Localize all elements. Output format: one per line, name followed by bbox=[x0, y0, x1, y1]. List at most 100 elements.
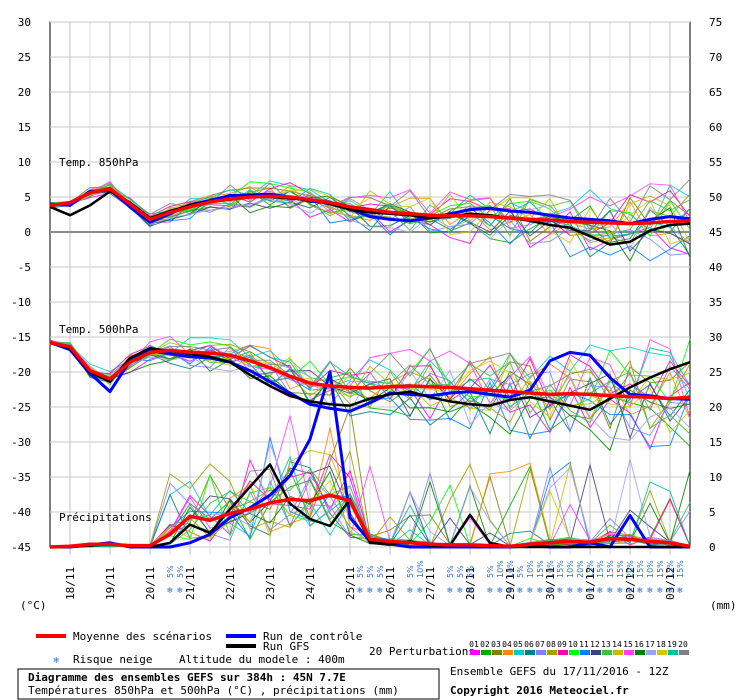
snow-risk-pct: 10% bbox=[646, 560, 655, 578]
snow-risk-pct: 10% bbox=[416, 560, 425, 578]
snowflake-icon: ❄ bbox=[447, 586, 454, 595]
member-number: 13 bbox=[601, 640, 611, 649]
snow-risk-pct: 5% bbox=[486, 565, 495, 578]
t850-control-line bbox=[49, 188, 691, 226]
member-swatch bbox=[624, 650, 634, 655]
label-precip: Précipitations bbox=[59, 511, 152, 524]
x-tick-label: 01/12 bbox=[584, 567, 597, 600]
snowflake-icon: ❄ bbox=[537, 586, 544, 595]
x-tick-label: 27/11 bbox=[424, 567, 437, 600]
snow-risk-pct: 5% bbox=[376, 565, 385, 578]
member-swatch bbox=[591, 650, 601, 655]
snowflake-icon: ❄ bbox=[577, 586, 584, 595]
snow-risk-pct: 10% bbox=[496, 560, 505, 578]
snowflake-icon: ❄ bbox=[167, 586, 174, 595]
main-series bbox=[49, 186, 691, 549]
member-swatch bbox=[481, 650, 491, 655]
snow-risk-pct: 5% bbox=[166, 565, 175, 578]
t850-mean-line bbox=[49, 186, 691, 226]
right-tick-label: 45 bbox=[709, 226, 722, 239]
snowflake-icon: ❄ bbox=[647, 586, 654, 595]
snow-risk-pct: 15% bbox=[676, 560, 685, 578]
snowflake-icon: ❄ bbox=[53, 656, 60, 665]
x-tick-label: 30/11 bbox=[544, 567, 557, 600]
member-number: 12 bbox=[590, 640, 600, 649]
title-box bbox=[17, 668, 440, 700]
member-swatch bbox=[536, 650, 546, 655]
x-axis: 18/11 19/11 20/11 21/11 22/11 23/11 24/11 25/11… bbox=[64, 567, 677, 600]
x-tick-label: 26/11 bbox=[384, 567, 397, 600]
left-tick-label: -40 bbox=[11, 506, 31, 519]
right-tick-label: 5 bbox=[709, 506, 716, 519]
right-tick-label: 70 bbox=[709, 51, 722, 64]
right-tick-label: 65 bbox=[709, 86, 722, 99]
member-swatch bbox=[646, 650, 656, 655]
x-tick-label: 23/11 bbox=[264, 567, 277, 600]
snow-risk-pct: 5% bbox=[406, 565, 415, 578]
left-tick-label: 25 bbox=[18, 51, 31, 64]
snow-risk-pct: 5% bbox=[446, 565, 455, 578]
x-tick-label: 22/11 bbox=[224, 567, 237, 600]
snow-risk-pct: 15% bbox=[656, 560, 665, 578]
snow-risk-pct: 15% bbox=[616, 560, 625, 578]
precip-mean-line bbox=[49, 493, 691, 549]
left-tick-label: 30 bbox=[18, 16, 31, 29]
x-tick-label: 21/11 bbox=[184, 567, 197, 600]
member-number: 04 bbox=[502, 640, 512, 649]
x-tick-label: 20/11 bbox=[144, 567, 157, 600]
snowflake-icon: ❄ bbox=[527, 586, 534, 595]
left-tick-label: 0 bbox=[24, 226, 31, 239]
snowflake-icon: ❄ bbox=[457, 586, 464, 595]
ensemble-member-line bbox=[49, 343, 691, 434]
right-tick-label: 15 bbox=[709, 436, 722, 449]
snowflake-icon: ❄ bbox=[607, 586, 614, 595]
snowflake-icon: ❄ bbox=[377, 586, 384, 595]
snow-risk-pct: 5% bbox=[356, 565, 365, 578]
snowflake-icon: ❄ bbox=[587, 586, 594, 595]
snow-risk-pct: 5% bbox=[516, 565, 525, 578]
t500-gfs-line bbox=[49, 341, 691, 412]
member-number: 17 bbox=[645, 640, 655, 649]
member-swatch bbox=[525, 650, 535, 655]
snow-risk-pct: 5% bbox=[456, 565, 465, 578]
member-swatch bbox=[503, 650, 513, 655]
right-tick-label: 60 bbox=[709, 121, 722, 134]
member-number: 20 bbox=[678, 640, 688, 649]
left-unit: (°C) bbox=[20, 599, 47, 612]
snowflake-icon: ❄ bbox=[637, 586, 644, 595]
label-t850: Temp. 850hPa bbox=[59, 156, 138, 169]
legend-snow-label: Risque neige bbox=[73, 653, 152, 666]
member-number: 09 bbox=[557, 640, 567, 649]
x-tick-label: 18/11 bbox=[64, 567, 77, 600]
snowflake-icon: ❄ bbox=[517, 586, 524, 595]
snow-risk-pct: 15% bbox=[536, 560, 545, 578]
right-tick-label: 25 bbox=[709, 366, 722, 379]
member-number: 14 bbox=[612, 640, 622, 649]
left-tick-label: 5 bbox=[24, 191, 31, 204]
snowflake-icon: ❄ bbox=[177, 586, 184, 595]
chart-subtitle: Températures 850hPa et 500hPa (°C) , pré… bbox=[28, 684, 399, 697]
snow-risk-pct: 20% bbox=[626, 560, 635, 578]
left-tick-label: -5 bbox=[18, 261, 31, 274]
t500-mean-line bbox=[49, 340, 691, 401]
ensemble-member-line bbox=[49, 192, 691, 250]
snow-risk-pct: 15% bbox=[556, 560, 565, 578]
member-swatch bbox=[635, 650, 645, 655]
snow-risk-pct: 15% bbox=[596, 560, 605, 578]
snowflake-icon: ❄ bbox=[367, 586, 374, 595]
snowflake-icon: ❄ bbox=[507, 586, 514, 595]
member-swatch bbox=[668, 650, 678, 655]
member-swatch bbox=[657, 650, 667, 655]
member-swatch bbox=[580, 650, 590, 655]
x-tick-label: 28/11 bbox=[464, 567, 477, 600]
x-tick-label: 19/11 bbox=[104, 567, 117, 600]
member-swatch bbox=[492, 650, 502, 655]
left-tick-label: 15 bbox=[18, 121, 31, 134]
grid bbox=[49, 21, 691, 555]
ensemble-member-line bbox=[49, 343, 691, 441]
snowflake-icon: ❄ bbox=[567, 586, 574, 595]
member-swatch bbox=[470, 650, 480, 655]
snow-risk-pct: 5% bbox=[366, 565, 375, 578]
legend-mean-label: Moyenne des scénarios bbox=[73, 630, 212, 643]
